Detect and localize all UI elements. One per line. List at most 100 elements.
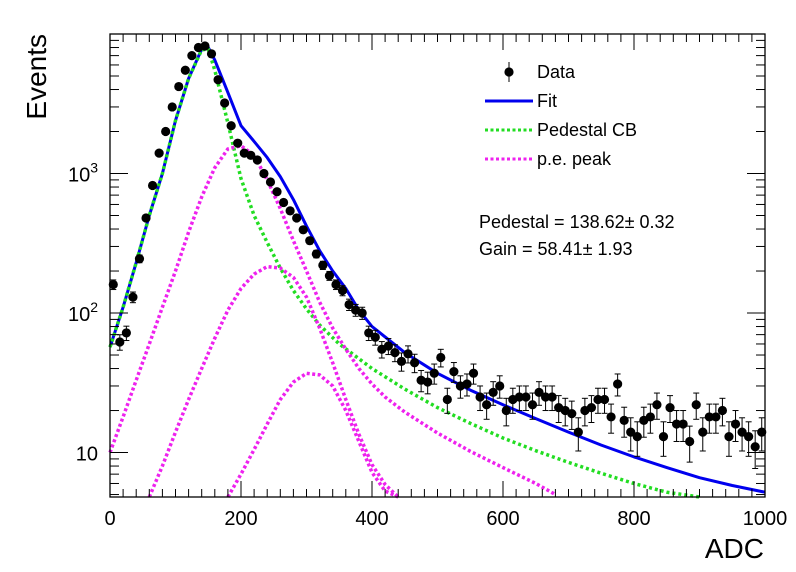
data-point [423, 371, 433, 395]
data-marker [370, 332, 380, 342]
legend-label: Pedestal CB [537, 120, 637, 140]
data-point [141, 213, 151, 223]
data-marker [161, 126, 171, 137]
curve-p-e-peak-2 [147, 264, 400, 499]
data-marker [501, 405, 511, 416]
data-point [567, 400, 577, 430]
data-point [364, 325, 374, 342]
data-point [698, 417, 708, 452]
data-point [711, 403, 721, 434]
data-point [632, 421, 642, 457]
data-marker [259, 168, 269, 179]
data-point [462, 373, 472, 397]
data-point [213, 75, 223, 85]
data-marker [757, 427, 767, 437]
legend-entry: Data [504, 62, 576, 82]
data-point [370, 329, 380, 346]
y-tick-label: 10 [76, 444, 98, 466]
data-point [147, 180, 158, 191]
y-tick-label: 102 [68, 299, 98, 326]
data-marker [613, 379, 623, 389]
data-marker [278, 197, 289, 208]
data-marker [305, 236, 315, 246]
x-tick-label: 600 [486, 508, 519, 530]
x-tick-label: 400 [355, 508, 388, 530]
data-marker [685, 436, 695, 447]
data-marker [527, 400, 538, 410]
data-marker [744, 432, 754, 442]
data-point [599, 387, 610, 414]
data-point [337, 285, 348, 297]
data-marker [586, 402, 597, 413]
data-marker [671, 419, 682, 429]
legend-entry: p.e. peak [485, 149, 612, 169]
data-point [658, 421, 669, 457]
data-point [665, 395, 675, 423]
data-point [534, 381, 544, 406]
data-marker [213, 75, 223, 85]
data-point [305, 236, 315, 246]
data-point [292, 213, 302, 223]
data-marker [134, 254, 145, 264]
data-point [547, 385, 557, 412]
data-point [488, 381, 498, 406]
data-marker [547, 392, 557, 402]
data-point [180, 65, 190, 75]
data-marker [128, 292, 138, 302]
data-point [475, 385, 485, 412]
data-point [436, 348, 446, 368]
data-marker [567, 409, 577, 419]
x-tick-label: 1000 [743, 508, 788, 530]
data-marker [154, 148, 164, 158]
data-point [200, 41, 210, 51]
y-axis-ticks: 10 102 103 [68, 33, 765, 496]
data-marker [678, 419, 688, 429]
data-point [671, 410, 682, 442]
data-point [331, 279, 341, 291]
x-axis-ticks: 0 200 400 600 800 1000 [104, 34, 787, 530]
data-point [652, 392, 662, 420]
data-point [272, 187, 282, 197]
data-marker [665, 402, 675, 413]
y-axis-title: Events [21, 34, 52, 120]
data-marker [495, 381, 505, 391]
data-marker [475, 392, 485, 402]
data-marker [691, 400, 701, 410]
data-point [128, 291, 138, 304]
data-marker [121, 328, 131, 338]
data-marker [285, 206, 295, 216]
data-point [108, 279, 118, 291]
data-point [514, 385, 524, 412]
data-point [167, 102, 177, 112]
data-point [429, 363, 439, 385]
data-marker [449, 367, 459, 377]
data-point [744, 421, 754, 457]
data-marker [632, 432, 642, 442]
data-point [324, 270, 335, 281]
data-marker [108, 279, 118, 290]
data-point [737, 417, 747, 452]
x-tick-label: 800 [617, 508, 650, 530]
data-marker [396, 356, 407, 367]
data-point [154, 148, 164, 158]
data-point [606, 403, 616, 434]
data-marker [750, 442, 760, 452]
data-marker [324, 271, 335, 281]
y-tick-label: 103 [68, 160, 98, 187]
data-marker [606, 412, 616, 422]
data-point [318, 260, 328, 270]
data-point [685, 425, 695, 463]
data-marker [711, 412, 721, 422]
data-marker [468, 368, 479, 378]
data-marker [645, 412, 655, 422]
data-marker [534, 387, 544, 397]
data-point [403, 345, 413, 364]
data-marker [331, 279, 341, 290]
data-point [724, 421, 734, 457]
data-point [717, 397, 728, 427]
data-point [206, 49, 217, 59]
data-marker [187, 51, 197, 61]
data-point [246, 150, 256, 160]
data-marker [488, 387, 498, 397]
data-marker [652, 400, 662, 410]
